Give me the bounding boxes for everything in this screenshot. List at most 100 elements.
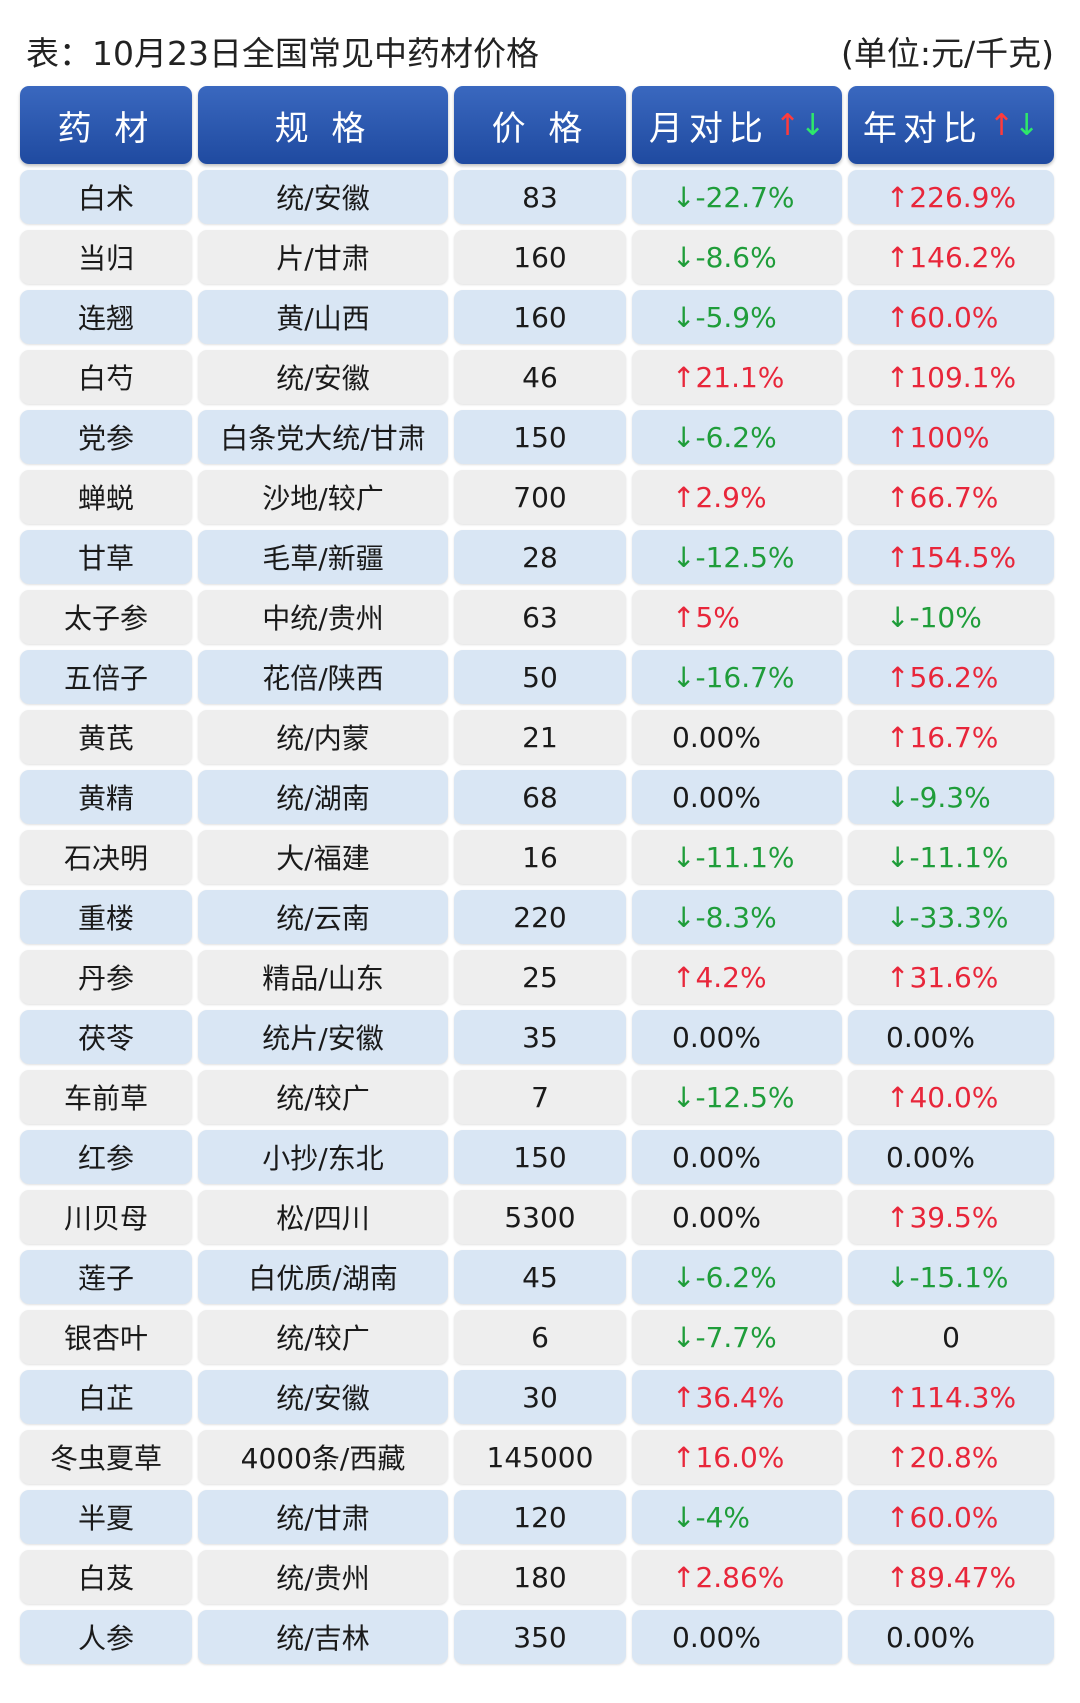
month-change-cell: ↑16.0% [632, 1430, 842, 1484]
spec-cell: 精品/山东 [198, 950, 448, 1004]
change-value: ↑154.5% [885, 540, 1017, 574]
spec-cell: 中统/贵州 [198, 590, 448, 644]
month-change-cell: 0.00% [632, 770, 842, 824]
change-value: 0.00% [886, 1020, 975, 1054]
month-change-cell: ↓-8.3% [632, 890, 842, 944]
arrow-down-icon: ↓ [1014, 107, 1040, 143]
price-cell: 5300 [454, 1190, 626, 1244]
price-cell: 6 [454, 1310, 626, 1364]
table-row: 重楼 统/云南 220 ↓-8.3% ↓-33.3% [20, 890, 1054, 944]
spec-cell: 统/云南 [198, 890, 448, 944]
herb-cell: 当归 [20, 230, 192, 284]
unit-label: (单位:元/千克) [841, 34, 1054, 73]
spec-cell: 白条党大统/甘肃 [198, 410, 448, 464]
year-change-cell: ↓-33.3% [848, 890, 1054, 944]
price-cell: 68 [454, 770, 626, 824]
table-row: 白术 统/安徽 83 ↓-22.7% ↑226.9% [20, 170, 1054, 224]
price-cell: 120 [454, 1490, 626, 1544]
herb-cell: 白芨 [20, 1550, 192, 1604]
price-cell: 50 [454, 650, 626, 704]
month-change-cell: ↓-12.5% [632, 530, 842, 584]
month-change-cell: ↓-4% [632, 1490, 842, 1544]
change-value: ↓-8.3% [672, 900, 777, 934]
change-value: ↓-33.3% [886, 900, 1009, 934]
change-value: 0.00% [672, 780, 761, 814]
table-row: 车前草 统/较广 7 ↓-12.5% ↑40.0% [20, 1070, 1054, 1124]
change-value: ↓-22.7% [672, 180, 795, 214]
herb-cell: 茯苓 [20, 1010, 192, 1064]
table-row: 人参 统/吉林 350 0.00% 0.00% [20, 1610, 1054, 1664]
price-table: 药 材 规 格 价 格 月对比 ↑↓ 年对比 ↑↓ 白术 统/安徽 83 ↓-22.7… [20, 86, 1054, 1670]
table-row: 黄芪 统/内蒙 21 0.00% ↑16.7% [20, 710, 1054, 764]
header-spec: 规 格 [198, 86, 448, 164]
change-value: ↓-6.2% [672, 1260, 777, 1294]
change-value: ↓-8.6% [672, 240, 777, 274]
table-row: 石决明 大/福建 16 ↓-11.1% ↓-11.1% [20, 830, 1054, 884]
table-row: 丹参 精品/山东 25 ↑4.2% ↑31.6% [20, 950, 1054, 1004]
herb-cell: 连翘 [20, 290, 192, 344]
price-cell: 160 [454, 290, 626, 344]
herb-cell: 重楼 [20, 890, 192, 944]
change-value: ↑5% [672, 600, 740, 634]
header-month-label: 月对比 [648, 108, 769, 149]
change-value: ↑39.5% [886, 1200, 999, 1234]
spec-cell: 毛草/新疆 [198, 530, 448, 584]
month-change-cell: 0.00% [632, 1610, 842, 1664]
price-cell: 150 [454, 1130, 626, 1184]
year-change-cell: ↑60.0% [848, 290, 1054, 344]
change-value: 0.00% [672, 1020, 761, 1054]
price-cell: 25 [454, 950, 626, 1004]
month-change-cell: ↓-16.7% [632, 650, 842, 704]
change-value: ↑66.7% [886, 480, 999, 514]
table-row: 白芍 统/安徽 46 ↑21.1% ↑109.1% [20, 350, 1054, 404]
month-change-cell: 0.00% [632, 710, 842, 764]
spec-cell: 4000条/西藏 [198, 1430, 448, 1484]
table-title: 表：10月23日全国常见中药材价格 [26, 34, 539, 73]
change-value: 0.00% [672, 1140, 761, 1174]
table-row: 当归 片/甘肃 160 ↓-8.6% ↑146.2% [20, 230, 1054, 284]
change-value: ↓-15.1% [886, 1260, 1009, 1294]
herb-cell: 车前草 [20, 1070, 192, 1124]
change-value: ↓-12.5% [672, 540, 795, 574]
change-value: 0.00% [672, 1200, 761, 1234]
year-change-cell: ↑56.2% [848, 650, 1054, 704]
change-value: ↑2.86% [672, 1560, 785, 1594]
change-value: ↑114.3% [885, 1380, 1017, 1414]
price-cell: 180 [454, 1550, 626, 1604]
spec-cell: 大/福建 [198, 830, 448, 884]
price-cell: 45 [454, 1250, 626, 1304]
year-change-cell: ↑226.9% [848, 170, 1054, 224]
change-value: ↑100% [886, 420, 990, 454]
spec-cell: 统/甘肃 [198, 1490, 448, 1544]
change-value: ↑89.47% [885, 1560, 1017, 1594]
change-value: 0.00% [886, 1140, 975, 1174]
price-cell: 350 [454, 1610, 626, 1664]
price-cell: 21 [454, 710, 626, 764]
change-value: ↓-12.5% [672, 1080, 795, 1114]
herb-cell: 黄精 [20, 770, 192, 824]
change-value: ↑40.0% [886, 1080, 999, 1114]
year-change-cell: ↑100% [848, 410, 1054, 464]
year-change-cell: ↑20.8% [848, 1430, 1054, 1484]
change-value: ↑146.2% [885, 240, 1017, 274]
herb-cell: 红参 [20, 1130, 192, 1184]
year-change-cell: 0 [848, 1310, 1054, 1364]
month-change-cell: ↑5% [632, 590, 842, 644]
change-value: ↑16.0% [672, 1440, 785, 1474]
herb-cell: 丹参 [20, 950, 192, 1004]
change-value: 0 [942, 1320, 960, 1354]
herb-cell: 五倍子 [20, 650, 192, 704]
table-row: 白芨 统/贵州 180 ↑2.86% ↑89.47% [20, 1550, 1054, 1604]
header-month-arrows: ↑↓ [775, 108, 825, 143]
price-cell: 30 [454, 1370, 626, 1424]
month-change-cell: 0.00% [632, 1010, 842, 1064]
table-row: 冬虫夏草 4000条/西藏 145000 ↑16.0% ↑20.8% [20, 1430, 1054, 1484]
herb-cell: 白芷 [20, 1370, 192, 1424]
herb-cell: 冬虫夏草 [20, 1430, 192, 1484]
spec-cell: 统/贵州 [198, 1550, 448, 1604]
table-row: 半夏 统/甘肃 120 ↓-4% ↑60.0% [20, 1490, 1054, 1544]
month-change-cell: 0.00% [632, 1130, 842, 1184]
table-row: 白芷 统/安徽 30 ↑36.4% ↑114.3% [20, 1370, 1054, 1424]
herb-cell: 党参 [20, 410, 192, 464]
header-price: 价 格 [454, 86, 626, 164]
